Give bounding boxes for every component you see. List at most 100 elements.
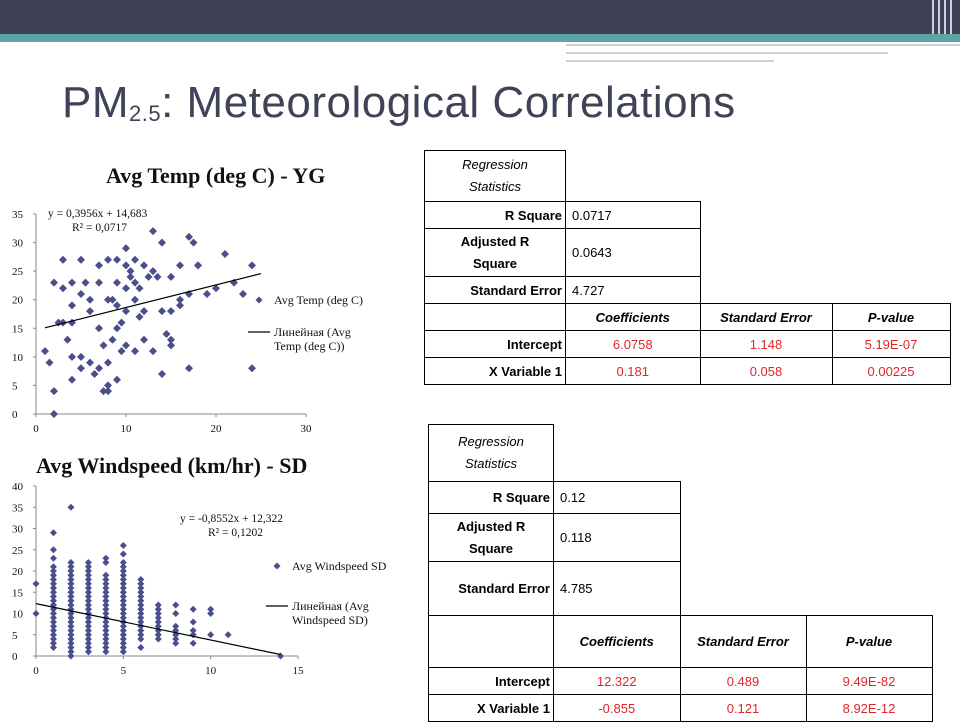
data-point [84, 584, 92, 592]
data-point [131, 278, 139, 287]
data-point [119, 635, 127, 643]
data-point [126, 272, 135, 281]
data-point [131, 255, 139, 264]
row-label: Adjusted R Square [424, 228, 566, 277]
data-point [221, 250, 229, 258]
data-point [67, 593, 75, 600]
y-tick-label: 15 [12, 323, 24, 335]
data-point [102, 576, 110, 583]
data-point [67, 580, 75, 588]
data-point [84, 639, 92, 647]
data-point [84, 567, 92, 575]
top-banner [0, 0, 960, 42]
data-point [137, 576, 145, 583]
data-point [95, 278, 103, 287]
data-point [119, 627, 127, 634]
data-point [176, 295, 184, 304]
data-point [84, 597, 92, 605]
data-point [102, 622, 110, 630]
x-tick-label: 15 [293, 665, 305, 677]
data-point [119, 644, 127, 651]
data-point [77, 352, 85, 361]
data-point [67, 503, 75, 511]
data-point [122, 307, 130, 316]
y-tick-label: 0 [12, 651, 18, 663]
data-point [49, 627, 57, 634]
data-point [113, 375, 121, 384]
coef-value: 9.49E-82 [805, 667, 933, 695]
y-tick-label: 30 [12, 238, 24, 250]
coef-value: 5.19E-07 [831, 330, 951, 358]
data-point [137, 644, 145, 651]
data-point [212, 284, 220, 293]
data-point [67, 635, 75, 643]
data-point [84, 605, 92, 613]
data-point [230, 278, 238, 287]
data-point [122, 244, 130, 253]
data-point [86, 307, 94, 316]
coef-value: 0.00225 [831, 357, 951, 385]
data-point [185, 232, 193, 241]
data-point [154, 622, 162, 630]
data-point [68, 352, 76, 361]
col-header: P-value [805, 615, 933, 668]
data-point [49, 644, 57, 651]
data-point [137, 605, 145, 613]
data-point [207, 610, 215, 617]
data-point [135, 312, 144, 321]
data-point [137, 631, 145, 639]
coef-value: 0.058 [699, 357, 833, 385]
data-point [49, 563, 57, 571]
scatter-chart-temp: 0 5 10 15 20 25 30 35 0 10 20 30 y = 0,3956x + 14,68… [12, 208, 363, 435]
data-point [49, 571, 57, 579]
data-point [119, 622, 127, 630]
data-point [49, 584, 57, 592]
data-point [84, 563, 92, 571]
y-tick-label: 10 [12, 609, 24, 621]
row-label: R Square [424, 201, 566, 229]
data-point [122, 341, 130, 350]
data-point [119, 631, 127, 639]
data-point [102, 631, 110, 639]
data-point [189, 627, 197, 634]
data-point [248, 261, 256, 270]
data-point [67, 631, 75, 639]
data-point [67, 652, 75, 660]
data-point [102, 584, 110, 592]
x-tick-label: 0 [33, 423, 39, 435]
data-point [185, 364, 193, 373]
data-point [102, 639, 110, 647]
data-point [172, 601, 180, 609]
data-point [63, 335, 72, 344]
data-point [119, 563, 127, 571]
data-point [102, 610, 110, 617]
data-point [137, 601, 145, 609]
data-point [172, 622, 180, 630]
data-point [189, 639, 197, 647]
data-point [104, 381, 112, 390]
data-point [154, 631, 162, 639]
data-point [122, 261, 130, 270]
x-tick-label: 10 [121, 423, 133, 435]
data-point [67, 627, 75, 634]
row-value: 0.0643 [565, 228, 701, 277]
data-point [167, 307, 175, 316]
data-point [49, 554, 57, 562]
data-point [119, 601, 127, 609]
y-tick-label: 25 [12, 545, 24, 557]
data-point [59, 255, 67, 264]
data-point [172, 639, 180, 647]
data-point [176, 261, 184, 270]
data-point [67, 567, 75, 575]
data-point [49, 529, 57, 537]
y-tick-label: 30 [12, 524, 24, 536]
row-label: Standard Error [428, 561, 554, 616]
decor-line [566, 52, 888, 54]
data-point [49, 593, 57, 600]
data-point [137, 610, 145, 617]
data-point [131, 295, 139, 304]
coef-label: X Variable 1 [424, 357, 566, 385]
data-point [67, 576, 75, 583]
data-point [59, 284, 67, 293]
data-point [49, 639, 57, 647]
